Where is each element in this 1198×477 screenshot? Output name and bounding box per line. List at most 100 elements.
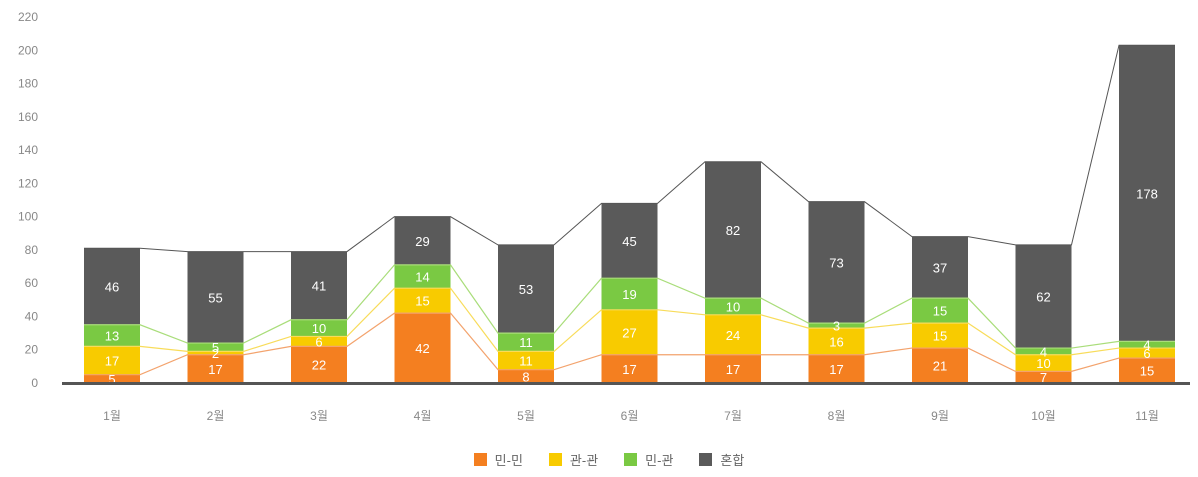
legend: 민-민 관-관 민-관 혼합 [436,443,782,475]
x-axis-line [62,382,1190,385]
bar-3-8 [912,236,968,299]
data-label-0-9: 7 [1040,370,1047,385]
bar-3-3 [394,216,451,265]
y-tick-label: 220 [18,10,38,24]
bar-0-8 [912,348,968,383]
x-tick-label: 10월 [1031,409,1055,423]
data-label-1-0: 17 [105,354,119,369]
y-tick-label: 40 [25,309,39,323]
bar-0-2 [291,346,347,383]
y-tick-label: 100 [18,210,38,224]
legend-swatch-series-1 [548,452,562,466]
legend-item-series-0[interactable]: 민-민 [473,450,523,469]
bar-2-10 [1119,341,1175,349]
series-connector-3 [84,44,1175,253]
bar-3-5 [601,203,658,279]
legend-label-series-3: 혼합 [720,452,745,468]
bar-2-1 [187,343,244,352]
data-label-0-1: 17 [208,362,222,377]
bar-3-10 [1119,45,1175,342]
x-tick-label: 2월 [207,409,225,423]
data-label-0-5: 17 [622,362,636,377]
y-tick-label: 80 [25,243,39,257]
bar-3-4 [498,244,554,334]
data-label-3-7: 73 [829,255,843,270]
bar-2-4 [498,333,554,352]
data-label-3-4: 53 [519,282,533,297]
legend-swatch-series-0 [473,452,487,466]
bar-3-1 [187,251,244,344]
data-label-1-10: 6 [1143,346,1150,361]
bar-2-7 [808,323,865,329]
x-tick-label: 9월 [931,409,949,423]
bar-1-2 [291,336,347,347]
legend-item-series-2[interactable]: 민-관 [624,450,673,469]
data-label-0-10: 15 [1140,364,1154,379]
data-label-2-3: 14 [415,270,429,285]
bar-2-3 [394,264,451,289]
y-tick-label: 200 [18,43,38,57]
data-label-3-8: 37 [933,260,947,275]
bar-1-9 [1015,354,1072,372]
bar-0-0 [84,374,140,383]
bar-1-3 [394,288,451,314]
bar-3-6 [705,161,761,299]
bar-0-9 [1015,371,1072,383]
data-label-1-7: 16 [829,334,843,349]
x-tick-label: 11월 [1135,409,1159,423]
data-label-0-2: 22 [312,358,326,373]
data-label-2-0: 13 [105,329,119,344]
bar-1-1 [187,351,244,355]
data-label-1-6: 24 [726,328,740,343]
y-tick-label: 20 [25,343,39,357]
bar-0-1 [187,354,244,383]
legend-item-series-1[interactable]: 관-관 [548,450,598,469]
data-label-3-2: 41 [312,279,326,294]
y-tick-label: 160 [18,110,38,124]
data-label-2-7: 3 [833,319,840,334]
bar-0-6 [705,354,761,383]
data-label-0-0: 5 [108,372,115,387]
bar-3-9 [1015,244,1072,349]
x-tick-label: 3월 [310,409,328,423]
bar-2-0 [84,324,140,347]
data-label-0-6: 17 [726,362,740,377]
legend-label-series-2: 민-관 [645,452,674,468]
data-label-1-2: 6 [315,334,322,349]
data-label-2-8: 15 [933,304,947,319]
x-tick-label: 5월 [517,409,535,423]
data-label-2-2: 10 [312,321,326,336]
data-label-3-1: 55 [208,290,222,305]
bar-2-2 [291,319,347,337]
bar-2-6 [705,298,761,315]
data-label-2-5: 19 [622,287,636,302]
series-connector-0 [84,312,1175,376]
data-label-3-5: 45 [622,234,636,249]
data-label-3-3: 29 [415,234,429,249]
data-label-1-3: 15 [415,294,429,309]
data-label-0-3: 42 [415,341,429,356]
y-tick-label: 180 [18,77,38,91]
data-label-3-10: 178 [1136,186,1158,201]
series-connector-2 [84,264,1175,349]
legend-item-series-3[interactable]: 혼합 [699,450,744,469]
bar-1-0 [84,346,140,375]
legend-label-series-0: 민-민 [494,452,523,468]
data-label-1-4: 11 [519,354,533,369]
bar-1-10 [1119,348,1175,359]
bar-0-10 [1119,358,1175,383]
series-connector-1 [84,287,1175,356]
bar-0-5 [601,354,658,383]
legend-swatch-series-2 [624,452,638,466]
bar-0-3 [394,313,451,383]
bar-3-0 [84,248,140,325]
bar-1-5 [601,309,658,355]
bar-3-7 [808,201,865,324]
y-tick-label: 140 [18,143,38,157]
bar-2-8 [912,298,968,324]
bar-1-8 [912,323,968,349]
legend-swatch-series-3 [699,452,713,466]
bar-1-4 [498,351,554,370]
data-label-0-7: 17 [829,362,843,377]
bar-1-6 [705,314,761,355]
